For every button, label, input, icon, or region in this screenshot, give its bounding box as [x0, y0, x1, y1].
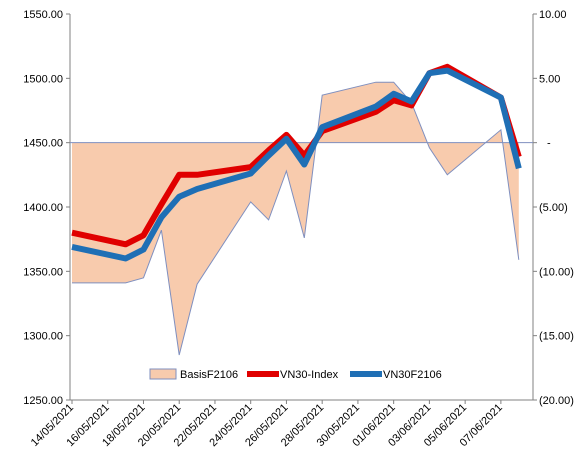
left-tick-label-0: 1250.00 [23, 395, 63, 407]
right-tick-label-5: 5.00 [539, 73, 560, 85]
right-tick-label-2: (10.00) [539, 266, 574, 278]
legend-label-basisf2106: BasisF2106 [180, 369, 238, 381]
legend-label-vn30-index: VN30-Index [280, 369, 339, 381]
left-y-axis: 1250.00 1300.00 1350.00 1400.00 1450.00 1500.… [23, 9, 70, 407]
legend-label-vn30f2106: VN30F2106 [383, 369, 442, 381]
series-layer [71, 63, 522, 262]
right-tick-label-6: 10.00 [539, 9, 567, 21]
left-tick-label-2: 1350.00 [23, 266, 63, 278]
right-tick-label-3: (5.00) [539, 202, 568, 214]
left-tick-label-6: 1550.00 [23, 9, 63, 21]
right-tick-label-0: (20.00) [539, 395, 574, 407]
x-axis: 14/05/202116/05/202118/05/202120/05/2021… [29, 400, 505, 449]
left-tick-label-3: 1400.00 [23, 202, 63, 214]
left-tick-label-1: 1300.00 [23, 331, 63, 343]
left-tick-label-5: 1500.00 [23, 73, 63, 85]
basis-area-layer [72, 81, 520, 356]
right-tick-label-1: (15.00) [539, 331, 574, 343]
legend-swatch-basisf2106 [149, 368, 177, 380]
legend: BasisF2106 VN30-Index VN30F2106 [149, 368, 442, 381]
right-y-axis: (20.00) (15.00) (10.00) (5.00) - 5.00 10.00 [533, 9, 574, 407]
right-tick-label-4: - [547, 138, 551, 150]
basis-area-edge [72, 81, 520, 356]
left-tick-label-4: 1450.00 [23, 138, 63, 150]
basis-area-fill [72, 82, 519, 355]
series-line-vn30f2106 [71, 67, 522, 262]
